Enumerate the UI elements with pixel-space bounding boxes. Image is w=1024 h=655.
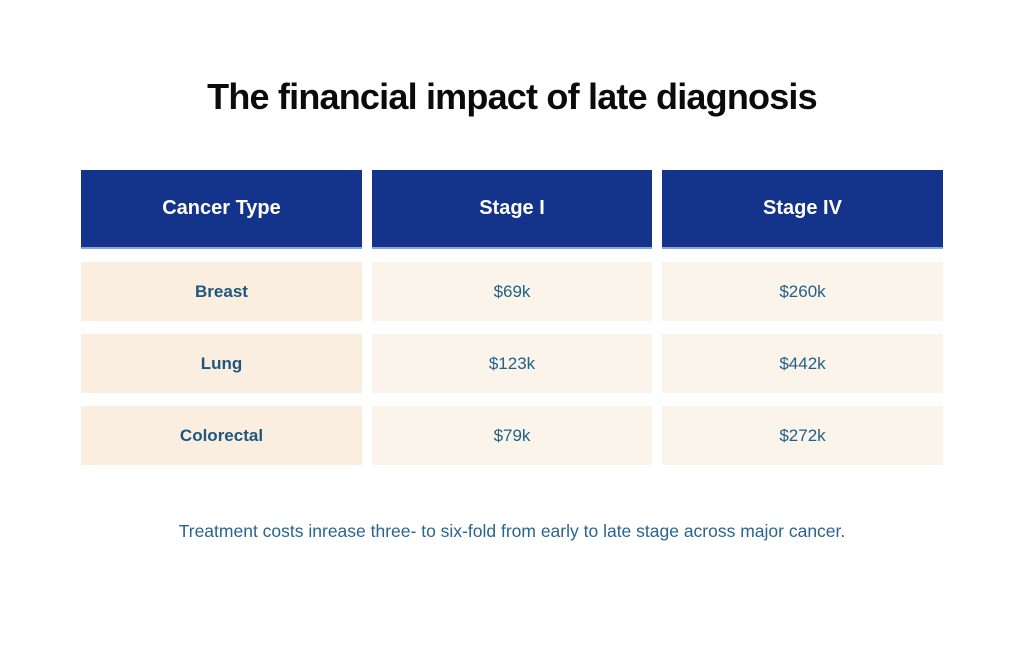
row-lung-stage-i-value: $123k (372, 334, 652, 393)
header-cancer-type: Cancer Type (81, 170, 362, 249)
page-title: The financial impact of late diagnosis (207, 76, 818, 117)
cost-table: Cancer Type Stage I Stage IV Breast $69k… (81, 170, 943, 465)
row-colorectal-stage-iv-value: $272k (662, 406, 943, 465)
row-breast-stage-i-value: $69k (372, 262, 652, 321)
row-breast-stage-iv-value: $260k (662, 262, 943, 321)
row-breast-label: Breast (81, 262, 362, 321)
row-colorectal-label: Colorectal (81, 406, 362, 465)
caption-text: Treatment costs inrease three- to six-fo… (178, 521, 846, 541)
header-stage-i: Stage I (372, 170, 652, 249)
row-colorectal-stage-i-value: $79k (372, 406, 652, 465)
row-lung-label: Lung (81, 334, 362, 393)
header-stage-iv: Stage IV (662, 170, 943, 249)
row-lung-stage-iv-value: $442k (662, 334, 943, 393)
